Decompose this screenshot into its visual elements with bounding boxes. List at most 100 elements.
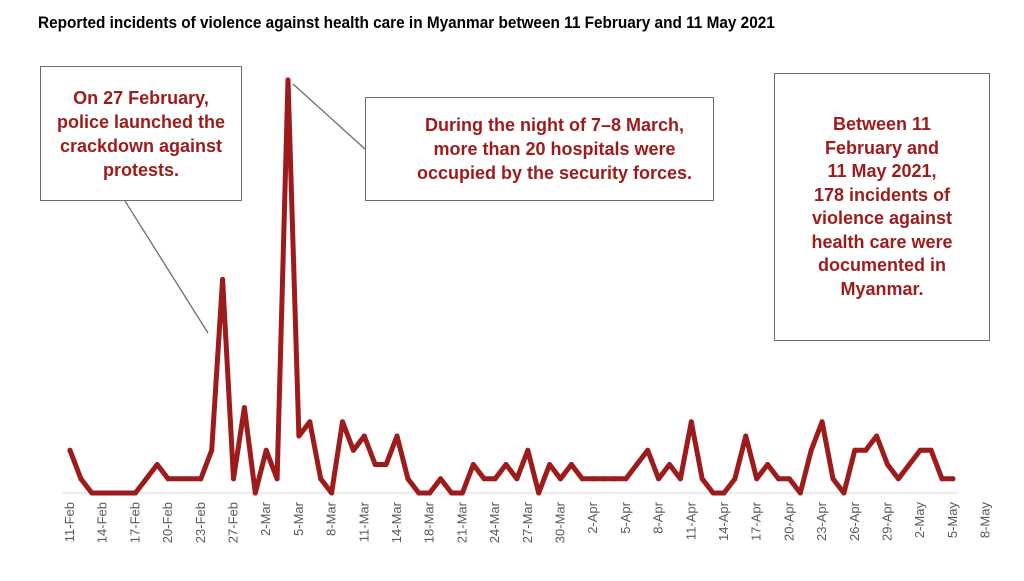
data-point — [852, 447, 858, 453]
data-point — [754, 476, 760, 482]
data-point — [536, 490, 542, 496]
x-tick-label: 24-Mar — [487, 501, 502, 543]
data-point — [808, 447, 814, 453]
x-tick-label: 26-Apr — [847, 501, 862, 541]
data-point — [296, 433, 302, 439]
data-point — [830, 476, 836, 482]
data-point — [656, 476, 662, 482]
x-tick-label: 5-Apr — [618, 501, 633, 533]
data-point — [481, 476, 487, 482]
data-point — [263, 447, 269, 453]
data-point — [667, 462, 672, 467]
data-point — [503, 462, 509, 467]
data-point — [111, 490, 117, 496]
x-tick-label: 2-May — [912, 502, 927, 539]
x-tick-label: 17-Apr — [749, 501, 764, 541]
chart-title: Reported incidents of violence against h… — [38, 14, 775, 32]
x-tick-label: 8-Apr — [651, 501, 666, 533]
x-tick-label: 18-Mar — [422, 501, 437, 543]
data-point — [797, 490, 803, 496]
data-point — [645, 447, 651, 453]
data-point — [895, 476, 901, 482]
x-tick-label: 5-Mar — [291, 501, 306, 536]
x-tick-label: 2-Mar — [258, 501, 273, 536]
data-point — [383, 462, 389, 467]
data-point — [100, 490, 106, 496]
x-tick-label: 27-Feb — [226, 502, 241, 543]
callout-connectors — [124, 83, 366, 334]
x-tick-label: 11-Feb — [62, 502, 77, 542]
x-tick-label: 14-Feb — [95, 502, 110, 543]
data-point — [710, 490, 716, 496]
data-point — [568, 462, 574, 467]
data-point — [231, 476, 236, 482]
data-point — [427, 490, 433, 496]
data-point — [786, 476, 792, 482]
data-point — [590, 476, 596, 482]
data-point — [470, 462, 476, 467]
data-point — [579, 476, 585, 482]
data-point — [307, 419, 313, 425]
x-tick-labels: 11-Feb 14-Feb 17-Feb 20-Feb 23-Feb 27-Feb 2-Ma… — [62, 501, 993, 543]
x-tick-label: 8-Mar — [324, 501, 339, 536]
data-point — [350, 447, 356, 453]
data-point — [176, 476, 182, 482]
crackdown-annotation: On 27 February, police launched the crac… — [40, 66, 242, 201]
data-point — [154, 462, 160, 467]
data-point — [623, 476, 629, 482]
data-point — [438, 476, 444, 482]
data-point — [340, 419, 345, 425]
data-point — [634, 462, 640, 467]
data-point — [612, 476, 618, 482]
x-tick-label: 8-May — [978, 502, 993, 539]
data-point — [122, 490, 127, 496]
x-tick-label: 23-Feb — [193, 502, 208, 543]
data-point — [67, 447, 73, 453]
data-point — [721, 490, 727, 496]
x-tick-label: 23-Apr — [814, 501, 829, 541]
data-point — [688, 419, 694, 425]
data-point — [241, 405, 247, 411]
x-tick-label: 2-Apr — [585, 501, 600, 533]
data-point — [732, 476, 738, 482]
x-tick-label: 11-Apr — [683, 501, 698, 540]
data-point — [765, 462, 771, 467]
hospitals-annotation: During the night of 7–8 March, more than… — [365, 97, 714, 201]
x-tick-label: 17-Feb — [127, 502, 142, 543]
data-point — [416, 490, 422, 496]
data-point — [699, 476, 705, 482]
data-point — [906, 462, 912, 467]
data-point — [372, 462, 378, 467]
data-point — [405, 476, 411, 482]
data-point — [209, 447, 215, 453]
data-point — [220, 276, 226, 282]
data-point — [917, 447, 923, 453]
x-tick-label: 30-Mar — [553, 501, 568, 543]
data-point — [874, 433, 880, 439]
data-point — [525, 447, 531, 453]
data-point — [601, 476, 607, 482]
x-tick-label: 29-Apr — [880, 501, 895, 541]
crackdown-connector-line — [124, 200, 209, 334]
data-point — [547, 462, 553, 467]
data-point — [165, 476, 171, 482]
data-point — [361, 433, 367, 439]
x-tick-label: 14-Apr — [716, 501, 731, 541]
data-point — [187, 476, 193, 482]
data-point — [558, 476, 563, 482]
data-point — [819, 419, 825, 425]
data-point — [939, 476, 945, 482]
data-point — [318, 476, 324, 482]
data-point — [143, 476, 149, 482]
data-point — [743, 433, 749, 439]
hospitals-connector-line — [292, 83, 366, 150]
data-point — [841, 490, 847, 496]
data-point — [274, 476, 280, 482]
x-tick-label: 20-Apr — [781, 501, 796, 541]
x-tick-label: 11-Mar — [356, 501, 371, 542]
data-point — [89, 490, 95, 496]
incidents-series-line — [67, 77, 956, 496]
data-point — [677, 476, 683, 482]
data-point — [885, 462, 890, 467]
